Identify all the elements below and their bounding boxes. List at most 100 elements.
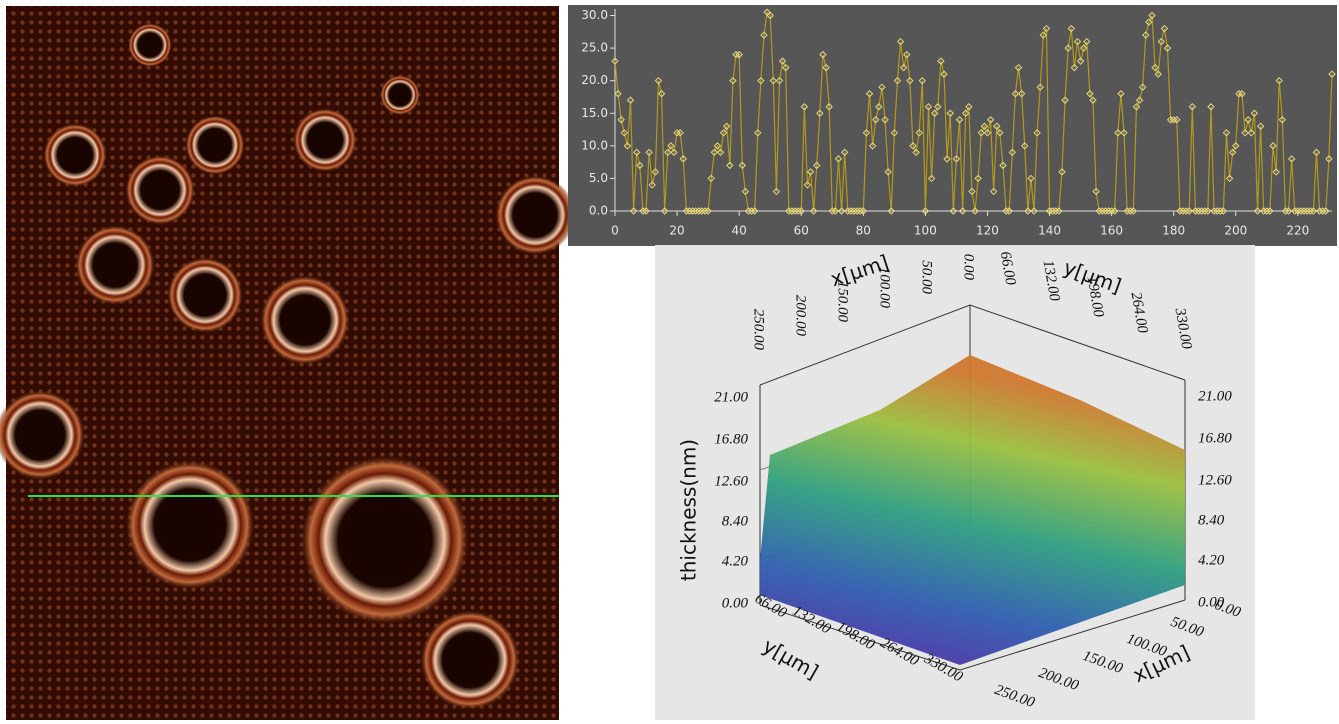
data-point (788, 207, 796, 215)
data-point (688, 207, 697, 215)
data-point (1036, 83, 1044, 91)
data-point (1228, 148, 1237, 157)
z-tick-label: 16.80 (714, 431, 748, 447)
data-point (1055, 207, 1063, 215)
data-point (723, 122, 731, 130)
x-tick-label: 160 (1100, 224, 1123, 238)
data-point (713, 142, 722, 150)
data-point (729, 76, 737, 85)
data-point (989, 187, 998, 196)
data-point (626, 96, 635, 104)
data-point (754, 129, 762, 137)
data-point (840, 148, 849, 157)
data-point (1061, 96, 1069, 104)
data-point (1315, 207, 1324, 215)
data-point (1275, 76, 1283, 85)
data-point (850, 207, 858, 215)
data-point (772, 187, 781, 196)
data-point (1045, 207, 1054, 215)
data-point (1160, 24, 1169, 33)
data-point (881, 116, 889, 124)
data-point (1328, 70, 1336, 78)
data-point (875, 103, 883, 111)
data-point (1281, 207, 1290, 215)
data-point (1058, 168, 1066, 176)
data-point (809, 207, 818, 215)
data-point (831, 207, 840, 215)
data-point (617, 116, 625, 124)
data-point (1024, 207, 1032, 215)
data-point (893, 76, 902, 85)
surface-plot: thickness(nm) x[µm] y[µm] y[µm] x[µm] 0.… (655, 245, 1255, 720)
data-point (648, 181, 656, 189)
data-point (1117, 90, 1125, 98)
data-point (930, 109, 939, 117)
data-point (986, 116, 995, 124)
data-point (797, 207, 805, 215)
data-point (847, 207, 855, 215)
x-tick-label: 80 (856, 224, 871, 238)
z-tick-label: 21.00 (1198, 388, 1232, 404)
data-point (657, 90, 666, 98)
data-point (1101, 207, 1110, 215)
y-tick-label: 25.0 (581, 41, 608, 55)
data-point (1191, 207, 1200, 215)
data-point (1263, 207, 1271, 215)
data-point (1079, 44, 1088, 52)
data-point (1287, 155, 1296, 163)
data-point (868, 142, 877, 150)
data-point (1169, 116, 1178, 124)
data-point (1213, 207, 1221, 215)
data-point (651, 168, 660, 176)
data-point (1250, 109, 1259, 117)
data-point (983, 129, 992, 137)
z-tick-label: 12.60 (714, 473, 748, 489)
y-tick-label: 30.0 (581, 8, 608, 22)
data-point (1145, 18, 1153, 26)
data-point (1194, 207, 1203, 215)
y-tick-label: 10.0 (581, 138, 608, 152)
z-tick-label: 0.00 (1198, 594, 1225, 610)
data-point (999, 161, 1007, 170)
data-point (1225, 174, 1234, 183)
data-point (1151, 63, 1159, 72)
data-point (760, 31, 768, 39)
data-point (744, 207, 753, 215)
data-point (1005, 207, 1013, 215)
data-point (629, 207, 638, 215)
data-point (726, 161, 734, 170)
data-point (673, 129, 681, 137)
data-point (636, 161, 644, 170)
data-point (899, 63, 908, 72)
data-point (825, 103, 833, 111)
data-point (1073, 37, 1082, 46)
data-point (791, 207, 799, 215)
data-point (1210, 207, 1218, 215)
data-point (1092, 187, 1100, 196)
data-point (1244, 116, 1252, 124)
data-point (670, 148, 678, 157)
x-tick-label: 20 (669, 224, 684, 238)
data-point (654, 76, 663, 85)
x-tick-label: 100.00 (877, 267, 893, 309)
data-point (691, 207, 700, 215)
y-tick-label: 264.00 (1128, 291, 1151, 335)
data-point (977, 129, 985, 137)
data-point (819, 50, 827, 59)
data-point (946, 109, 954, 117)
data-point (1142, 31, 1150, 39)
data-point (710, 148, 719, 157)
data-point (1033, 129, 1041, 137)
data-point (1132, 103, 1141, 111)
y-tick-label: 20.0 (581, 73, 608, 87)
data-point (844, 207, 852, 215)
data-point (813, 161, 821, 170)
data-point (837, 207, 846, 215)
data-point (803, 181, 812, 189)
data-point (1182, 207, 1190, 215)
data-point (1166, 116, 1175, 124)
data-point (1216, 207, 1224, 215)
data-point (887, 207, 895, 215)
data-point (1312, 148, 1321, 157)
y-tick-label: 15.0 (581, 106, 608, 120)
